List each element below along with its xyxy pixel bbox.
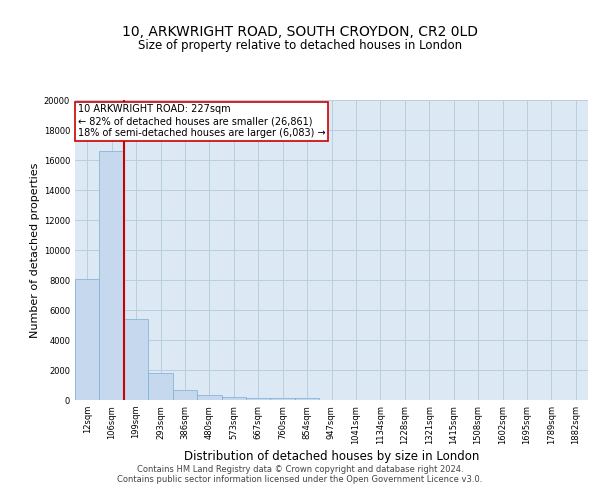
Bar (246, 398, 271, 400)
Bar (75, 278, 100, 400)
Bar (124, 319, 148, 400)
Bar (148, 373, 173, 400)
Bar (173, 390, 197, 400)
X-axis label: Distribution of detached houses by size in London: Distribution of detached houses by size … (184, 450, 479, 462)
Bar (271, 398, 295, 400)
Text: Contains public sector information licensed under the Open Government Licence v3: Contains public sector information licen… (118, 476, 482, 484)
Y-axis label: Number of detached properties: Number of detached properties (29, 162, 40, 338)
Bar (295, 398, 319, 400)
Text: 10, ARKWRIGHT ROAD, SOUTH CROYDON, CR2 0LD: 10, ARKWRIGHT ROAD, SOUTH CROYDON, CR2 0… (122, 26, 478, 40)
Text: Size of property relative to detached houses in London: Size of property relative to detached ho… (138, 38, 462, 52)
Bar (197, 395, 221, 400)
Bar (221, 398, 246, 400)
Text: 10 ARKWRIGHT ROAD: 227sqm
← 82% of detached houses are smaller (26,861)
18% of s: 10 ARKWRIGHT ROAD: 227sqm ← 82% of detac… (77, 104, 325, 138)
Bar (100, 151, 124, 400)
Text: Contains HM Land Registry data © Crown copyright and database right 2024.: Contains HM Land Registry data © Crown c… (137, 466, 463, 474)
